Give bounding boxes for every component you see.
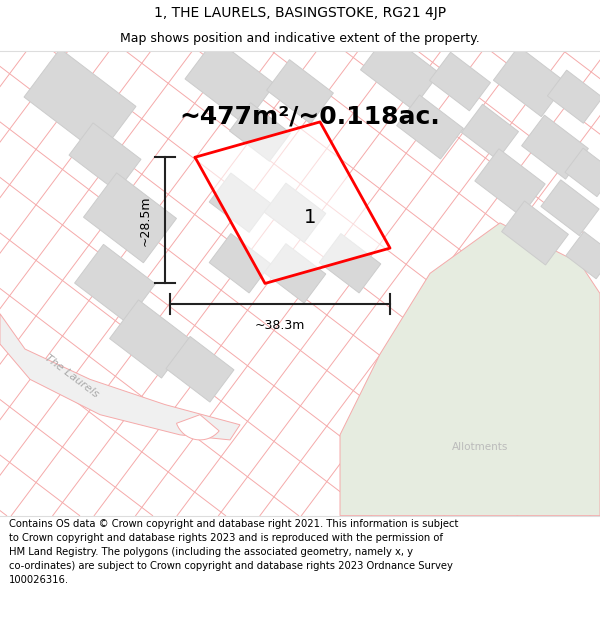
Text: ~477m²/~0.118ac.: ~477m²/~0.118ac. [179,105,440,129]
Polygon shape [74,244,155,322]
Polygon shape [110,300,190,378]
Polygon shape [493,46,566,117]
Polygon shape [264,183,326,243]
Polygon shape [361,34,439,109]
Polygon shape [209,234,271,293]
Polygon shape [185,39,275,124]
Text: 1, THE LAURELS, BASINGSTOKE, RG21 4JP: 1, THE LAURELS, BASINGSTOKE, RG21 4JP [154,6,446,20]
Polygon shape [502,201,568,265]
Polygon shape [195,122,390,283]
Polygon shape [24,49,136,155]
Text: 1: 1 [304,208,316,227]
Polygon shape [266,59,334,124]
Polygon shape [461,104,518,160]
Polygon shape [565,148,600,197]
Polygon shape [521,115,589,179]
Polygon shape [319,234,381,293]
Polygon shape [566,231,600,279]
Polygon shape [0,314,240,440]
Polygon shape [397,95,463,159]
Polygon shape [541,180,599,236]
Polygon shape [547,70,600,123]
Text: Allotments: Allotments [452,442,508,452]
Polygon shape [166,336,234,402]
Text: ~28.5m: ~28.5m [139,195,151,246]
Polygon shape [69,123,141,192]
Wedge shape [176,414,219,440]
Text: Map shows position and indicative extent of the property.: Map shows position and indicative extent… [120,32,480,45]
Polygon shape [430,52,490,111]
Polygon shape [340,223,600,516]
Polygon shape [475,149,545,216]
Polygon shape [209,173,271,232]
Polygon shape [83,173,176,262]
Polygon shape [230,102,290,161]
Polygon shape [264,244,326,303]
Text: ~38.3m: ~38.3m [255,319,305,332]
Text: The Laurels: The Laurels [43,353,101,400]
Text: Contains OS data © Crown copyright and database right 2021. This information is : Contains OS data © Crown copyright and d… [9,519,458,585]
